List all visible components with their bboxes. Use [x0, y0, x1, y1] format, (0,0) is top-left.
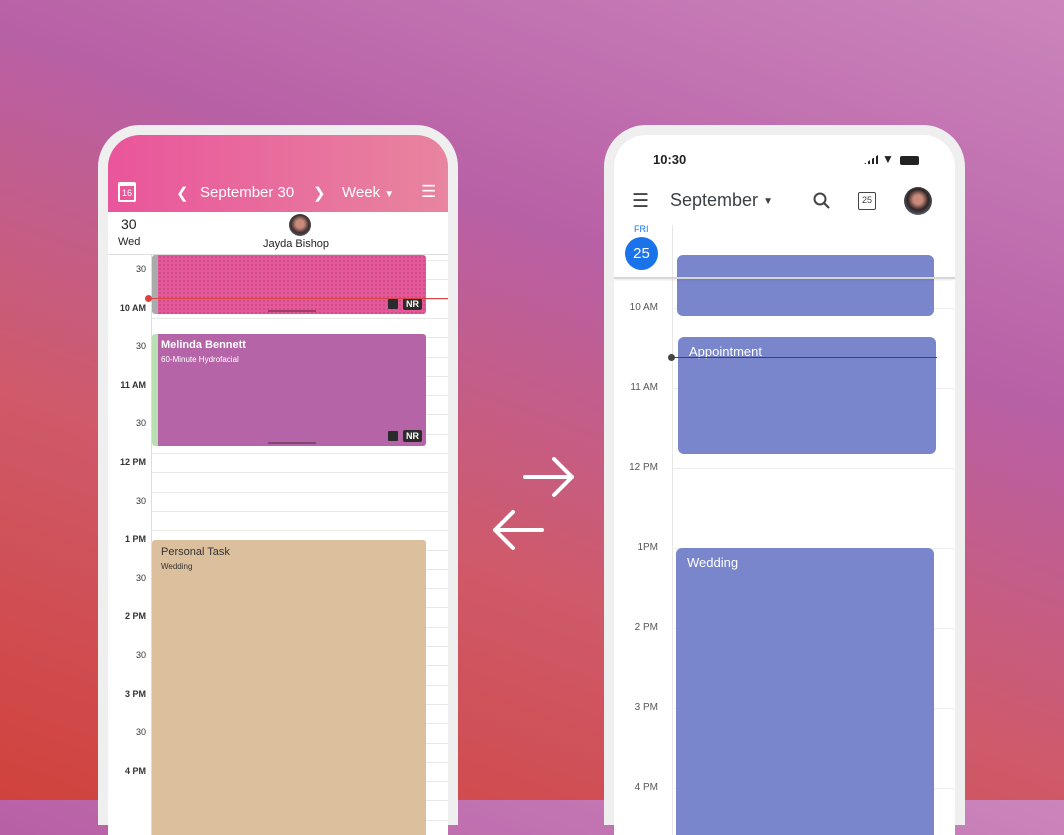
event-personal-task[interactable]: Personal Task Wedding	[152, 540, 426, 835]
day-weekday: FRI	[634, 224, 649, 234]
calendar-icon-day: 16	[121, 188, 132, 198]
prev-day-icon[interactable]: ❮	[176, 185, 189, 202]
time-column-divider	[151, 255, 152, 835]
app-header: 16 ❮ September 30 ❯ Week ▼ ☰	[108, 135, 448, 212]
menu-icon[interactable]: ☰	[632, 191, 650, 212]
next-day-icon[interactable]: ❯	[313, 185, 326, 202]
current-time-dot	[668, 354, 675, 361]
time-label: 10 AM	[629, 302, 658, 313]
right-phone-screen: 10:30 ▼ ☰ September ▼ 25 FRI 25 10 AM 11 …	[614, 135, 955, 835]
month-label: September	[670, 190, 759, 210]
status-time: 10:30	[653, 152, 687, 167]
current-time-dot	[145, 295, 152, 302]
grid-line	[152, 510, 448, 512]
event-block[interactable]: NR	[152, 255, 426, 314]
event-title: Wedding	[687, 555, 739, 570]
today-icon-day: 25	[861, 195, 872, 205]
event-block[interactable]	[677, 255, 934, 316]
all-day-divider	[614, 277, 955, 279]
today-icon[interactable]: 25	[858, 192, 876, 210]
time-label: 30	[135, 572, 146, 583]
nr-badge: NR	[403, 298, 422, 310]
time-label: 3 PM	[634, 702, 658, 713]
event-title: Melinda Bennett	[161, 339, 246, 351]
time-label: 2 PM	[124, 611, 146, 622]
day-number: 25	[633, 245, 650, 262]
time-label: 30	[135, 727, 146, 738]
signal-icon	[864, 155, 878, 164]
event-wedding[interactable]: Wedding	[676, 548, 934, 835]
current-time-line	[672, 357, 937, 358]
current-time-line	[148, 298, 448, 299]
nr-badge: NR	[403, 430, 422, 442]
grid-line	[152, 491, 448, 493]
time-label: 2 PM	[634, 622, 658, 633]
grid-line	[152, 530, 448, 532]
arrow-left-icon	[493, 510, 544, 550]
time-label: 4 PM	[634, 782, 658, 793]
resize-handle[interactable]	[268, 310, 316, 312]
day-number-circle[interactable]: 25	[625, 237, 658, 270]
time-label: 30	[135, 341, 146, 352]
event-title: Personal Task	[161, 546, 230, 558]
time-label: 1 PM	[124, 534, 146, 545]
header-date[interactable]: September 30	[200, 184, 295, 201]
note-icon	[388, 299, 398, 309]
time-label: 11 AM	[120, 379, 146, 390]
wifi-icon: ▼	[882, 152, 894, 166]
event-melinda-bennett[interactable]: Melinda Bennett 60-Minute Hydrofacial NR	[152, 334, 426, 446]
grid-line	[152, 317, 448, 319]
resize-handle[interactable]	[268, 442, 316, 444]
staff-avatar[interactable]	[289, 214, 311, 236]
event-appointment[interactable]: Appointment	[678, 337, 936, 454]
view-label: Week	[342, 184, 381, 201]
grid-line	[152, 472, 448, 474]
left-phone-screen: 16 ❮ September 30 ❯ Week ▼ ☰ 30 Wed Jayd…	[108, 135, 448, 835]
staff-name: Jayda Bishop	[263, 238, 330, 250]
account-avatar[interactable]	[904, 187, 932, 215]
view-select[interactable]: Week ▼	[342, 184, 394, 201]
grid-line	[152, 453, 448, 454]
time-label: 4 PM	[124, 765, 146, 776]
menu-icon[interactable]: ☰	[421, 182, 437, 201]
search-icon[interactable]	[812, 191, 832, 211]
time-label: 1PM	[637, 542, 658, 553]
caret-down-icon: ▼	[384, 189, 395, 200]
time-label: 30	[135, 495, 146, 506]
event-subtitle: 60-Minute Hydrofacial	[161, 355, 239, 364]
time-label: 11 AM	[630, 382, 658, 393]
time-label: 30	[135, 650, 146, 660]
time-label: 12 PM	[629, 462, 658, 473]
caret-down-icon: ▼	[763, 195, 773, 207]
month-select[interactable]: September ▼	[670, 190, 773, 211]
day-weekday: Wed	[118, 236, 141, 248]
day-column-divider	[672, 225, 673, 835]
time-label: 3 PM	[124, 688, 146, 699]
header-divider	[108, 254, 448, 255]
grid-line	[672, 468, 955, 469]
time-label: 12 PM	[119, 457, 146, 467]
event-title: Appointment	[689, 344, 762, 359]
time-label: 10 AM	[119, 302, 146, 313]
event-subtitle: Wedding	[161, 562, 193, 571]
arrow-right-icon	[523, 457, 574, 497]
day-number: 30	[121, 216, 137, 232]
note-icon	[388, 431, 398, 441]
time-label: 30	[135, 264, 146, 274]
calendar-icon[interactable]: 16	[118, 182, 136, 202]
time-label: 30	[135, 418, 146, 429]
battery-icon	[900, 156, 919, 165]
